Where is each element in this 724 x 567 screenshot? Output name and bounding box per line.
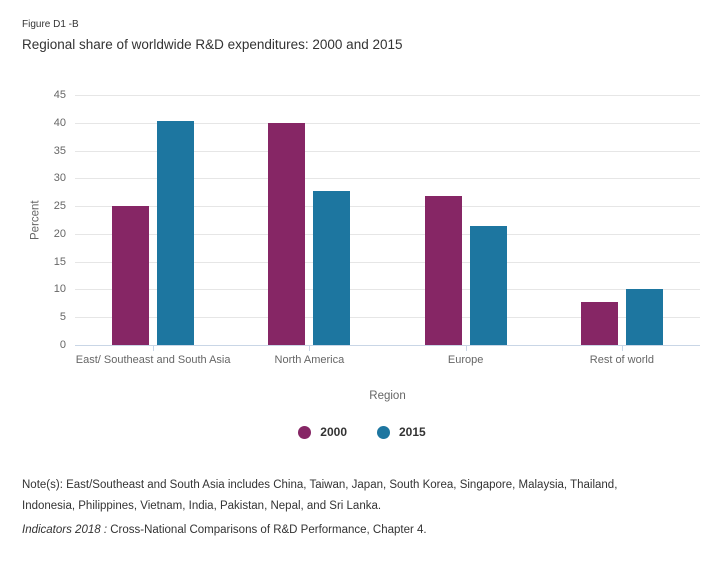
figure-label: Figure D1 -B	[22, 19, 79, 30]
x-label-text: Rest of world	[589, 354, 654, 366]
gridline-15	[75, 261, 700, 263]
x-tick-mark-europe	[465, 346, 467, 351]
notes: Note(s): East/Southeast and South Asia i…	[22, 479, 618, 512]
legend-dot-icon	[377, 425, 390, 439]
bar-2000-east-southeast-and-south-asia	[112, 205, 150, 345]
legend-dot-icon	[298, 425, 312, 439]
gridline-40	[75, 122, 700, 124]
x-label-europe: Europe	[388, 352, 543, 369]
x-tick-mark-rest-of-world	[621, 346, 623, 351]
bar-group-rest-of-world	[580, 95, 663, 351]
bar-2015-rest-of-world	[625, 289, 663, 345]
gridline-20	[75, 233, 700, 235]
y-tick-label-25: 25	[53, 200, 66, 213]
gridline-25	[75, 206, 700, 208]
y-tick-label-20: 20	[53, 227, 66, 240]
legend: 2000 2015	[0, 425, 724, 439]
y-tick-label-10: 10	[53, 283, 66, 296]
gridline-35	[75, 150, 700, 152]
legend-item-2000: 2000	[298, 425, 347, 439]
bar-2015-north-america	[313, 191, 351, 345]
x-tick-labels: East/ Southeast and South Asia North Amer…	[75, 352, 700, 369]
plot-area: 0 5 10 15 20 25 30 35 40 45	[54, 89, 700, 351]
chart-title: Regional share of worldwide R&D expendit…	[22, 37, 403, 52]
y-tick-label-40: 40	[53, 116, 66, 129]
y-tick-label-5: 5	[59, 311, 66, 324]
bar-2015-europe	[469, 226, 507, 345]
x-label-text: North America	[274, 354, 345, 366]
x-label-north-america: North America	[232, 352, 387, 369]
gridline-10	[75, 289, 700, 291]
bar-groups	[75, 95, 700, 351]
bar-2000-north-america	[268, 123, 306, 345]
gridline-30	[75, 178, 700, 180]
x-label-rest-of-world: Rest of world	[544, 352, 699, 369]
x-label-text: East/ Southeast and South Asia	[75, 354, 231, 366]
bar-group-east-southeast-and-south-asia	[112, 95, 195, 351]
x-axis-title: Region	[369, 390, 406, 402]
legend-label: 2000	[320, 425, 347, 439]
y-tick-label-0: 0	[59, 339, 66, 351]
source-rest: Cross-National Comparisons of R&D Perfor…	[107, 524, 427, 536]
gridline-45	[75, 95, 700, 96]
x-label-text: Europe	[447, 354, 484, 366]
bar-2000-europe	[424, 196, 462, 345]
x-tick-mark-north-america	[309, 346, 311, 351]
gridline-5	[75, 317, 700, 319]
y-tick-label-15: 15	[53, 255, 66, 268]
bar-group-north-america	[268, 95, 351, 351]
bar-2000-rest-of-world	[580, 302, 618, 345]
x-label-east-southeast-and-south-asia: East/ Southeast and South Asia	[76, 352, 231, 369]
bar-group-europe	[424, 95, 507, 351]
bar-2015-east-southeast-and-south-asia	[157, 121, 195, 345]
y-axis-title: Percent	[29, 200, 42, 240]
legend-label: 2015	[399, 425, 426, 439]
y-tick-label-35: 35	[53, 144, 66, 157]
source-line: Indicators 2018 : Cross-National Compari…	[22, 524, 702, 536]
legend-item-2015: 2015	[377, 425, 426, 439]
y-tick-label-30: 30	[53, 172, 66, 185]
source-italic: Indicators 2018 :	[22, 524, 108, 536]
x-tick-mark-east-southeast-and-south-asia	[153, 346, 155, 351]
y-tick-label-45: 45	[53, 89, 66, 101]
